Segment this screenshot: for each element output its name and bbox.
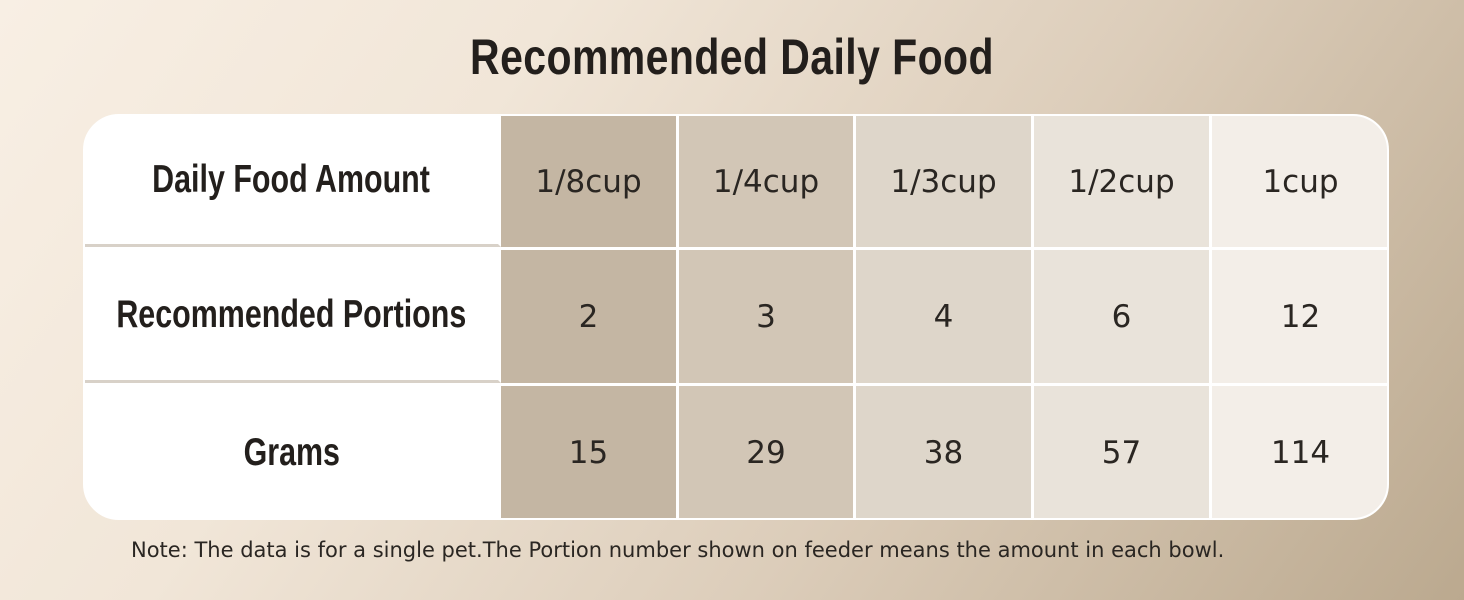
table-cell: 15 bbox=[501, 386, 679, 518]
recommended-food-table: Daily Food Amount 1/8cup 1/4cup 1/3cup 1… bbox=[83, 114, 1389, 520]
table-cell: 3 bbox=[679, 250, 856, 383]
table-cell: 6 bbox=[1034, 250, 1212, 383]
table-cell: 29 bbox=[679, 386, 856, 518]
row-header-label: Grams bbox=[243, 431, 340, 474]
table-cell: 4 bbox=[856, 250, 1034, 383]
footnote: Note: The data is for a single pet.The P… bbox=[131, 538, 1225, 562]
table-cell: 12 bbox=[1212, 250, 1387, 383]
table-cell: 38 bbox=[856, 386, 1034, 518]
row-header: Recommended Portions bbox=[85, 250, 501, 383]
table-cell: 1/8cup bbox=[501, 116, 679, 247]
table-cell: 57 bbox=[1034, 386, 1212, 518]
table-cell: 2 bbox=[501, 250, 679, 383]
table-row-recommended-portions: Recommended Portions 2 3 4 6 12 bbox=[85, 250, 1387, 386]
page-title: Recommended Daily Food bbox=[470, 29, 994, 85]
row-header-label: Daily Food Amount bbox=[152, 158, 431, 201]
table-cell: 1/4cup bbox=[679, 116, 856, 247]
row-header-label: Recommended Portions bbox=[116, 293, 467, 336]
table-row-grams: Grams 15 29 38 57 114 bbox=[85, 386, 1387, 518]
table-cell: 1cup bbox=[1212, 116, 1387, 247]
table-cell: 1/3cup bbox=[856, 116, 1034, 247]
table-cell: 1/2cup bbox=[1034, 116, 1212, 247]
table-row-daily-food-amount: Daily Food Amount 1/8cup 1/4cup 1/3cup 1… bbox=[85, 116, 1387, 250]
row-header: Grams bbox=[85, 386, 501, 518]
row-header: Daily Food Amount bbox=[85, 116, 501, 247]
table-cell: 114 bbox=[1212, 386, 1387, 518]
